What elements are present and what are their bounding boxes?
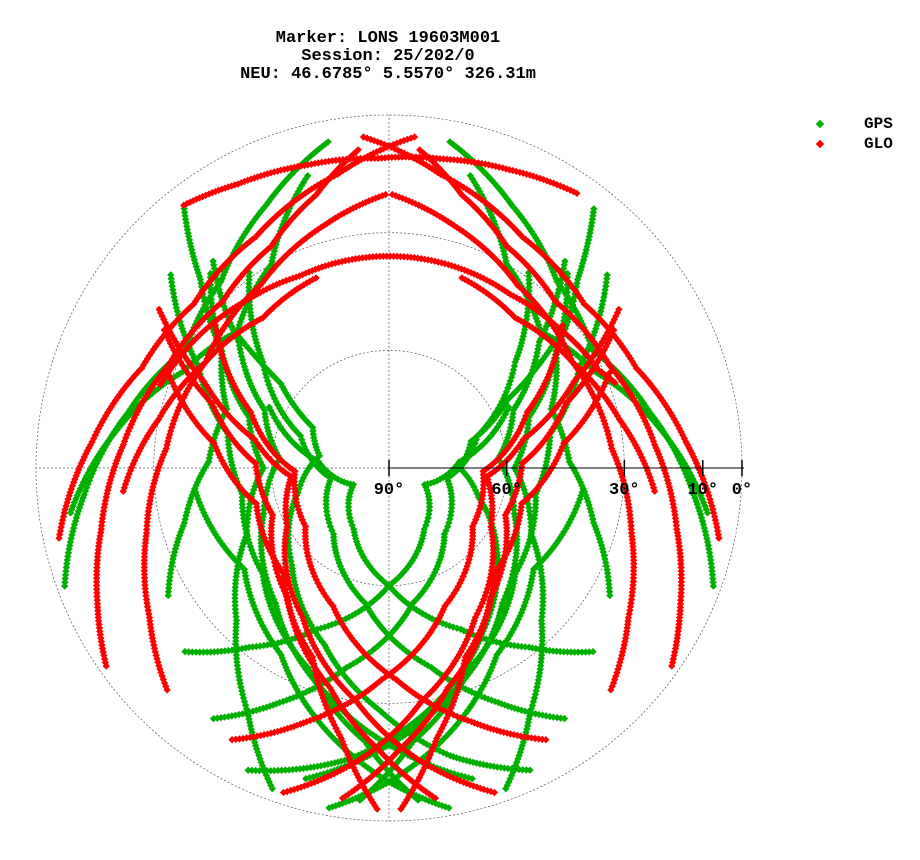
- point-gps: [265, 403, 273, 411]
- chart-title: Marker: LONS 19603M001 Session: 25/202/0…: [188, 30, 588, 84]
- point-gps: [466, 171, 474, 180]
- point-gps: [527, 522, 535, 531]
- legend-label-glo: GLO: [864, 135, 893, 153]
- legend-item-glo: GLO: [812, 134, 893, 154]
- title-marker-line: Marker: LONS 19603M001: [275, 29, 501, 48]
- legend-label-gps: GPS: [864, 115, 893, 133]
- title-session-line: Session: 25/202/0: [301, 47, 475, 66]
- point-gps: [590, 205, 598, 213]
- point-gps: [504, 403, 513, 411]
- point-gps: [209, 257, 217, 265]
- point-gps: [527, 530, 535, 538]
- legend-item-gps: GPS: [812, 114, 893, 134]
- chart-legend: GPS GLO: [812, 114, 893, 154]
- point-gps: [167, 271, 175, 279]
- title-position-line: NEU: 46.6785° 5.5570° 326.31m: [240, 65, 536, 84]
- point-gps: [561, 257, 569, 265]
- point-gps: [603, 271, 611, 279]
- satellite-tracks: [55, 133, 723, 813]
- point-gps: [324, 138, 332, 146]
